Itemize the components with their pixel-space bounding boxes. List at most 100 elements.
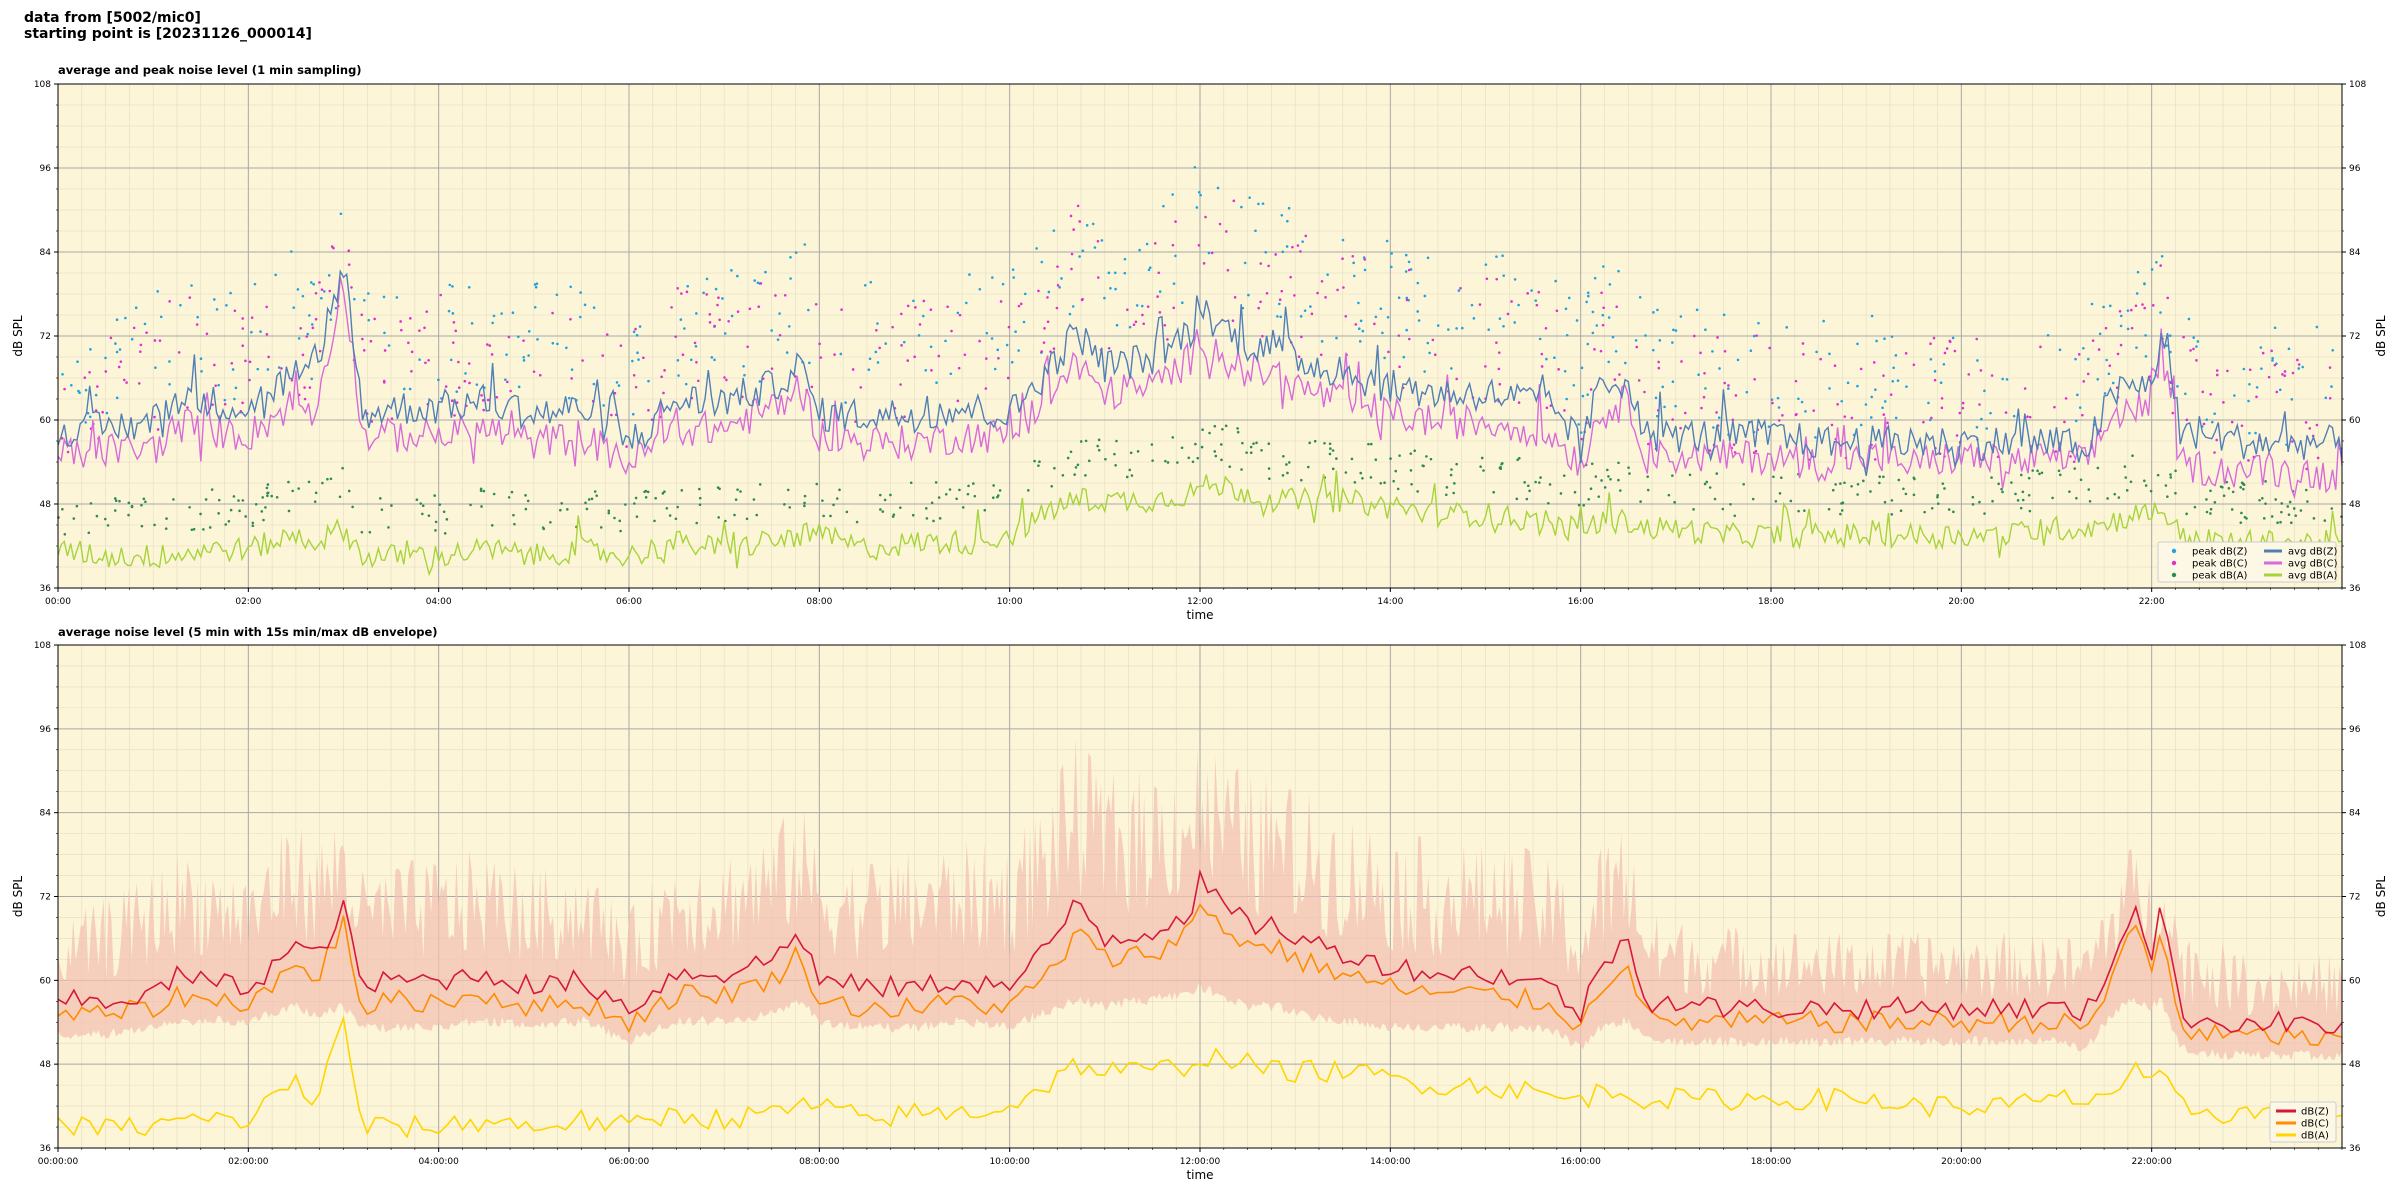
panel1-peak-point xyxy=(1515,497,1519,501)
panel1-peak-point xyxy=(1801,342,1805,345)
panel1-peak-point xyxy=(1279,315,1283,319)
panel1-peak-point xyxy=(1976,359,1979,362)
panel1-peak-point xyxy=(1416,310,1419,313)
panel1-peak-point xyxy=(1940,406,1944,410)
panel1-peak-point xyxy=(1663,405,1666,409)
panel1-peak-point xyxy=(188,296,192,299)
panel1-peak-point xyxy=(1226,268,1230,272)
panel1-peak-point xyxy=(1862,479,1865,483)
panel1-peak-point xyxy=(1718,367,1721,370)
panel1-peak-point xyxy=(2195,345,2198,348)
panel1-peak-point xyxy=(1539,476,1542,479)
panel1-peak-point xyxy=(2086,372,2090,376)
panel1-peak-point xyxy=(2297,363,2301,366)
panel1-peak-point xyxy=(1553,356,1556,360)
panel1-peak-point xyxy=(2248,368,2252,372)
panel1-peak-point xyxy=(1608,283,1612,286)
panel1-peak-point xyxy=(119,360,123,363)
panel1-peak-point xyxy=(320,296,323,300)
panel1-peak-point xyxy=(2239,521,2243,524)
panel1-peak-point xyxy=(241,344,245,348)
panel1-ytick-label-right: 108 xyxy=(2349,80,2366,90)
panel1-peak-point xyxy=(2107,372,2111,376)
panel1-peak-point xyxy=(274,273,278,277)
panel1-peak-point xyxy=(555,293,559,297)
panel1-peak-point xyxy=(1498,317,1502,320)
panel1-peak-point xyxy=(863,284,867,287)
panel1-peak-point xyxy=(1538,337,1542,341)
panel1-peak-point xyxy=(72,517,76,520)
panel1-peak-point xyxy=(1573,490,1577,494)
panel1-peak-point xyxy=(1141,313,1144,317)
panel1-peak-point xyxy=(289,250,293,253)
panel1-peak-point xyxy=(2130,326,2134,330)
panel1-peak-point xyxy=(2315,325,2319,329)
panel1-peak-point xyxy=(821,418,825,422)
panel1-peak-point xyxy=(2091,339,2095,342)
panel1-peak-point xyxy=(509,389,512,393)
panel1-peak-point xyxy=(190,528,194,532)
panel1-peak-point xyxy=(2242,487,2245,491)
panel1-peak-point xyxy=(2166,296,2170,300)
panel1-peak-point xyxy=(938,517,942,520)
panel1-peak-point xyxy=(1040,260,1044,264)
panel1-peak-point xyxy=(1497,367,1501,371)
panel1-peak-point xyxy=(1652,311,1655,314)
panel1-peak-point xyxy=(917,334,921,337)
panel1-peak-point xyxy=(382,379,386,383)
panel1-peak-point xyxy=(1615,305,1619,309)
panel1-peak-point xyxy=(1011,268,1015,271)
panel1-peak-point xyxy=(1932,336,1936,340)
panel1-peak-point xyxy=(1985,427,1989,430)
panel1-peak-point xyxy=(1870,395,1874,399)
panel1-peak-point xyxy=(584,501,587,505)
panel1-legend-box xyxy=(2157,541,2337,583)
panel1-peak-point xyxy=(1497,351,1501,354)
panel1-peak-point xyxy=(1890,335,1894,338)
panel1-peak-point xyxy=(1639,500,1642,503)
panel1-peak-point xyxy=(1236,430,1240,434)
panel1-peak-point xyxy=(1291,245,1294,249)
panel1-peak-point xyxy=(2304,488,2308,492)
panel1-peak-point xyxy=(748,307,752,311)
panel1-peak-point xyxy=(153,523,156,527)
panel1-peak-point xyxy=(1627,466,1630,469)
panel1-peak-point xyxy=(2174,491,2177,495)
panel1-peak-point xyxy=(260,510,264,513)
panel1-peak-point xyxy=(1422,464,1425,468)
panel1-peak-point xyxy=(752,498,756,501)
panel1-peak-point xyxy=(1513,278,1517,281)
panel1-peak-point xyxy=(1320,280,1324,283)
panel1-ytick-label: 36 xyxy=(40,584,52,594)
panel1-peak-point xyxy=(211,403,214,406)
panel1-peak-point xyxy=(839,352,843,356)
panel1-peak-point xyxy=(334,306,338,310)
panel2-legend-label: dB(A) xyxy=(2301,1131,2329,1142)
panel1-peak-point xyxy=(783,294,787,297)
panel1-peak-point xyxy=(1387,350,1390,354)
panel1-legend-marker xyxy=(2171,560,2177,566)
panel1-peak-point xyxy=(2143,479,2146,483)
panel1-peak-point xyxy=(635,515,639,518)
panel2-ytick-label: 96 xyxy=(40,725,52,735)
panel1-peak-point xyxy=(1534,480,1537,484)
panel1-peak-point xyxy=(778,312,781,315)
panel1-peak-point xyxy=(1408,337,1411,341)
panel1-peak-point xyxy=(1254,229,1257,233)
panel1-peak-point xyxy=(1409,469,1413,472)
panel1-peak-point xyxy=(803,243,807,246)
panel1-peak-point xyxy=(75,504,79,508)
panel1-peak-point xyxy=(1833,364,1837,367)
panel1-peak-point xyxy=(1331,467,1335,471)
panel1-peak-point xyxy=(1255,441,1258,445)
panel1-peak-point xyxy=(2280,502,2284,505)
panel1-peak-point xyxy=(266,483,270,486)
panel1-peak-point xyxy=(423,326,426,330)
panel1-peak-point xyxy=(1594,475,1598,478)
panel1-peak-point xyxy=(266,494,269,498)
panel1-peak-point xyxy=(1580,437,1583,441)
panel1-peak-point xyxy=(961,506,965,509)
panel1-peak-point xyxy=(480,505,483,508)
panel1-peak-point xyxy=(2261,351,2265,355)
